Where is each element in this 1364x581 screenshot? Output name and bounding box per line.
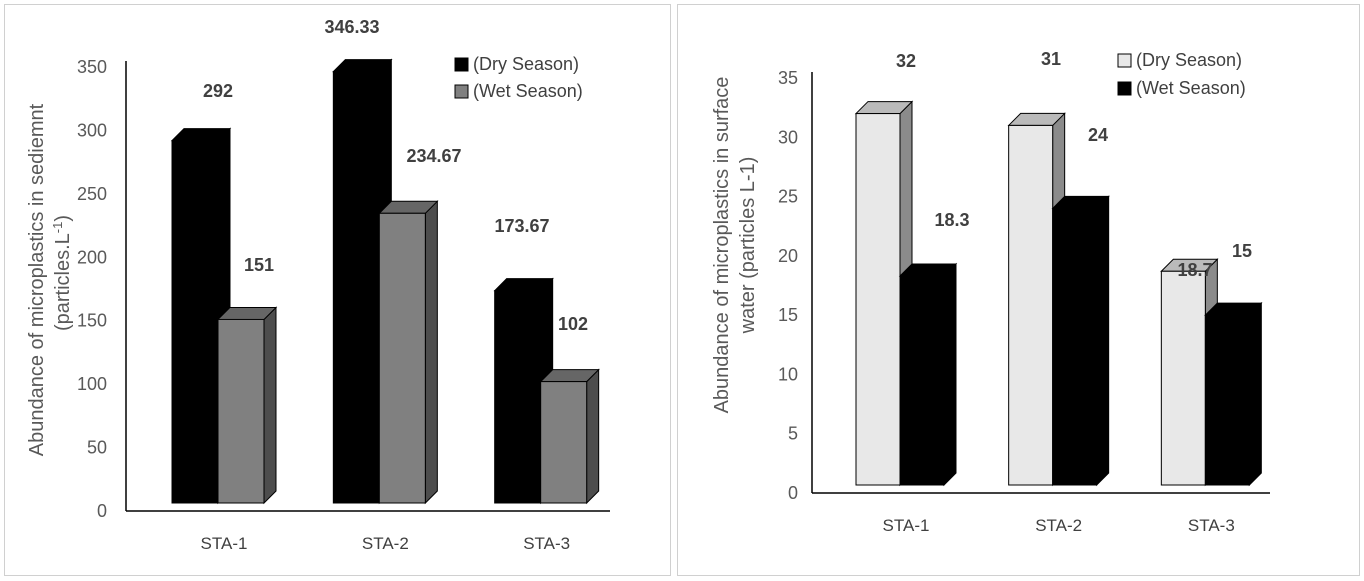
- bar-dry-sta-3-front: [1160, 270, 1206, 486]
- bar-wet-sta-1-side: [943, 262, 957, 487]
- bar-wet-sta-2: [1051, 195, 1110, 487]
- x-tick-label: STA-2: [1035, 516, 1082, 535]
- x-tick-label: STA-3: [523, 534, 570, 553]
- left-chart-panel: 0 50 100 150 200 250 300 350 STA-1 STA-2 STA-3 292 3…: [4, 4, 671, 576]
- y-tick-label: 100: [77, 374, 107, 394]
- y-tick-label: 50: [87, 438, 107, 458]
- bar-wet-sta-1: [216, 306, 278, 505]
- bar-wet-sta-3-front: [540, 381, 588, 504]
- bar-wet-sta-2-side: [1096, 195, 1110, 487]
- y-tick-label: 0: [788, 483, 798, 503]
- bar-wet-sta-2: [378, 200, 439, 505]
- y-axis-label-part: (particles.L: [52, 233, 74, 331]
- y-tick-label: 15: [778, 305, 798, 325]
- data-label: 173.67: [494, 216, 549, 236]
- legend-swatch: [1117, 53, 1132, 68]
- data-label: 292: [203, 81, 233, 101]
- left-chart: 0 50 100 150 200 250 300 350 STA-1 STA-2 STA-3 292 3…: [26, 17, 610, 553]
- legend-label: (Wet Season): [1136, 78, 1246, 98]
- y-tick-label: 300: [77, 120, 107, 140]
- y-axis-label-line2: water (particles L-1): [737, 157, 759, 335]
- x-tick-label: STA-2: [362, 534, 409, 553]
- x-tick-label: STA-3: [1188, 516, 1235, 535]
- legend-label: (Dry Season): [473, 54, 579, 74]
- y-tick-label: 35: [778, 68, 798, 88]
- legend-swatch: [454, 57, 469, 72]
- bar-wet-sta-3-side: [586, 368, 600, 505]
- right-chart-panel: 0 5 10 15 20 25 30 35 STA-1 STA-2 STA-3 32 31 18.7 18.…: [677, 4, 1360, 576]
- data-label: 18.3: [934, 210, 969, 230]
- legend-label: (Dry Season): [1136, 50, 1242, 70]
- y-axis-label-line1: Abundance of microplastics in surface: [711, 77, 733, 414]
- y-axis-label-part: ): [52, 215, 74, 222]
- bar-dry-sta-2-front: [332, 71, 380, 504]
- bar-dry-sta-2-front: [1008, 124, 1054, 486]
- y-tick-label: 5: [788, 424, 798, 444]
- y-tick-label: 0: [97, 501, 107, 521]
- data-label: 24: [1088, 125, 1108, 145]
- data-label: 234.67: [406, 146, 461, 166]
- bar-dry-sta-3-front: [494, 290, 542, 504]
- y-tick-label: 20: [778, 246, 798, 266]
- data-label: 346.33: [324, 17, 379, 37]
- legend-label: (Wet Season): [473, 81, 583, 101]
- bar-wet-sta-3: [539, 368, 600, 505]
- data-label: 102: [558, 314, 588, 334]
- y-tick-label: 250: [77, 184, 107, 204]
- legend-swatch: [1117, 81, 1132, 96]
- y-tick-label: 30: [778, 127, 798, 147]
- bar-wet-sta-1-side: [263, 306, 277, 505]
- data-label: 18.7: [1177, 260, 1212, 280]
- bar-wet-sta-2-front: [378, 212, 426, 504]
- y-tick-label: 25: [778, 187, 798, 207]
- data-label: 151: [244, 255, 274, 275]
- y-tick-label: 200: [77, 247, 107, 267]
- data-label: 31: [1041, 49, 1061, 69]
- bar-wet-sta-1: [898, 262, 958, 487]
- legend-swatch: [454, 84, 469, 99]
- bar-wet-sta-3-front: [1204, 314, 1250, 486]
- bar-wet-sta-2-side: [424, 200, 438, 505]
- x-tick-label: STA-1: [201, 534, 248, 553]
- data-label: 32: [896, 51, 916, 71]
- bar-wet-sta-1-front: [899, 275, 945, 486]
- y-axis-label-line2: (particles.L-1): [50, 215, 75, 331]
- x-tick-label: STA-1: [883, 516, 930, 535]
- bar-wet-sta-3: [1204, 301, 1263, 487]
- y-tick-label: 150: [77, 311, 107, 331]
- y-axis-label-sup: -1: [50, 222, 65, 234]
- data-label: 15: [1232, 241, 1252, 261]
- y-tick-label: 350: [77, 57, 107, 77]
- bar-dry-sta-1-front: [171, 140, 219, 504]
- bar-wet-sta-2-front: [1052, 207, 1098, 486]
- right-chart: 0 5 10 15 20 25 30 35 STA-1 STA-2 STA-3 32 31 18.7 18.…: [711, 49, 1270, 535]
- bar-wet-sta-3-side: [1248, 301, 1262, 487]
- y-axis-label-line1: Abundance of microplastics in sediemnt: [26, 103, 48, 456]
- y-tick-label: 10: [778, 364, 798, 384]
- bar-dry-sta-1-front: [855, 113, 901, 486]
- bar-wet-sta-1-front: [217, 318, 265, 504]
